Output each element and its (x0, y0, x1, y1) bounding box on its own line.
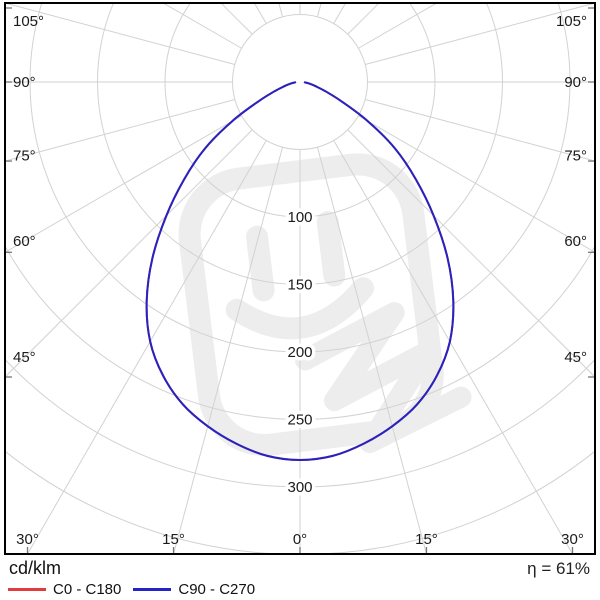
angle-tick-label-left: 60° (13, 233, 36, 250)
legend-item-c0-c180: C0 - C180 (8, 581, 121, 598)
angle-tick-label-left: 75° (13, 148, 36, 165)
radial-tick-label: 150 (287, 277, 312, 294)
grid-spoke (358, 115, 595, 253)
radial-tick-label: 250 (287, 412, 312, 429)
legend-item-c90-c270: C90 - C270 (133, 581, 255, 598)
frame-ticks (5, 7, 595, 554)
angle-labels: 105° 105° 90° 90° 75° 75° 60° 60° 45° 45° 30° 15° 0°… (13, 13, 587, 548)
grid-spoke (5, 98, 235, 162)
angle-tick-label-left: 45° (13, 349, 36, 366)
efficiency-label: η = 61% (527, 559, 590, 578)
grid-spoke (5, 129, 253, 378)
legend-label-c90: C90 - C270 (178, 581, 256, 598)
legend-line-c0-icon (8, 588, 46, 591)
angle-tick-label-bottom: 15° (162, 531, 185, 548)
grid-spoke (365, 98, 595, 162)
angle-tick-label-bottom: 30° (16, 531, 39, 548)
angle-tick-label-bottom: 0° (293, 531, 307, 548)
plot-frame (4, 2, 596, 555)
legend-line-c90-icon (133, 588, 172, 591)
grid-spoke (26, 140, 267, 554)
angle-tick-label-right: 90° (564, 74, 587, 91)
angle-tick-label-left: 90° (13, 74, 36, 91)
grid-spoke (347, 129, 595, 378)
watermark-smile (225, 277, 375, 340)
grid-spoke (5, 115, 242, 253)
diagram-footer: cd/klm η = 61% C0 - C180 C90 - C270 (0, 554, 600, 600)
angle-tick-label-right: 45° (564, 349, 587, 366)
angle-tick-label-bottom: 15° (415, 531, 438, 548)
radial-tick-label: 300 (287, 479, 312, 496)
watermark-prong-right (316, 211, 346, 287)
grid-spoke (173, 147, 284, 554)
grid-spoke (365, 3, 595, 66)
angle-tick-label-right: 75° (564, 148, 587, 165)
angle-tick-label-right: 105° (556, 13, 587, 30)
angle-tick-label-bottom: 30° (561, 531, 584, 548)
radial-tick-label: 100 (287, 209, 312, 226)
watermark-cord (294, 302, 472, 454)
unit-label: cd/klm (9, 558, 62, 578)
radial-tick-label: 200 (287, 344, 312, 361)
watermark-outline (178, 153, 444, 456)
watermark-prong-left (245, 225, 275, 302)
angle-tick-label-left: 105° (13, 13, 44, 30)
grid-spoke (333, 140, 574, 554)
grid-spoke (5, 3, 235, 66)
curve-c90-c270 (145, 81, 455, 461)
angle-tick-label-right: 60° (564, 233, 587, 250)
grid-spoke (316, 147, 427, 554)
legend: C0 - C180 C90 - C270 (8, 581, 255, 598)
legend-label-c0: C0 - C180 (53, 581, 122, 598)
